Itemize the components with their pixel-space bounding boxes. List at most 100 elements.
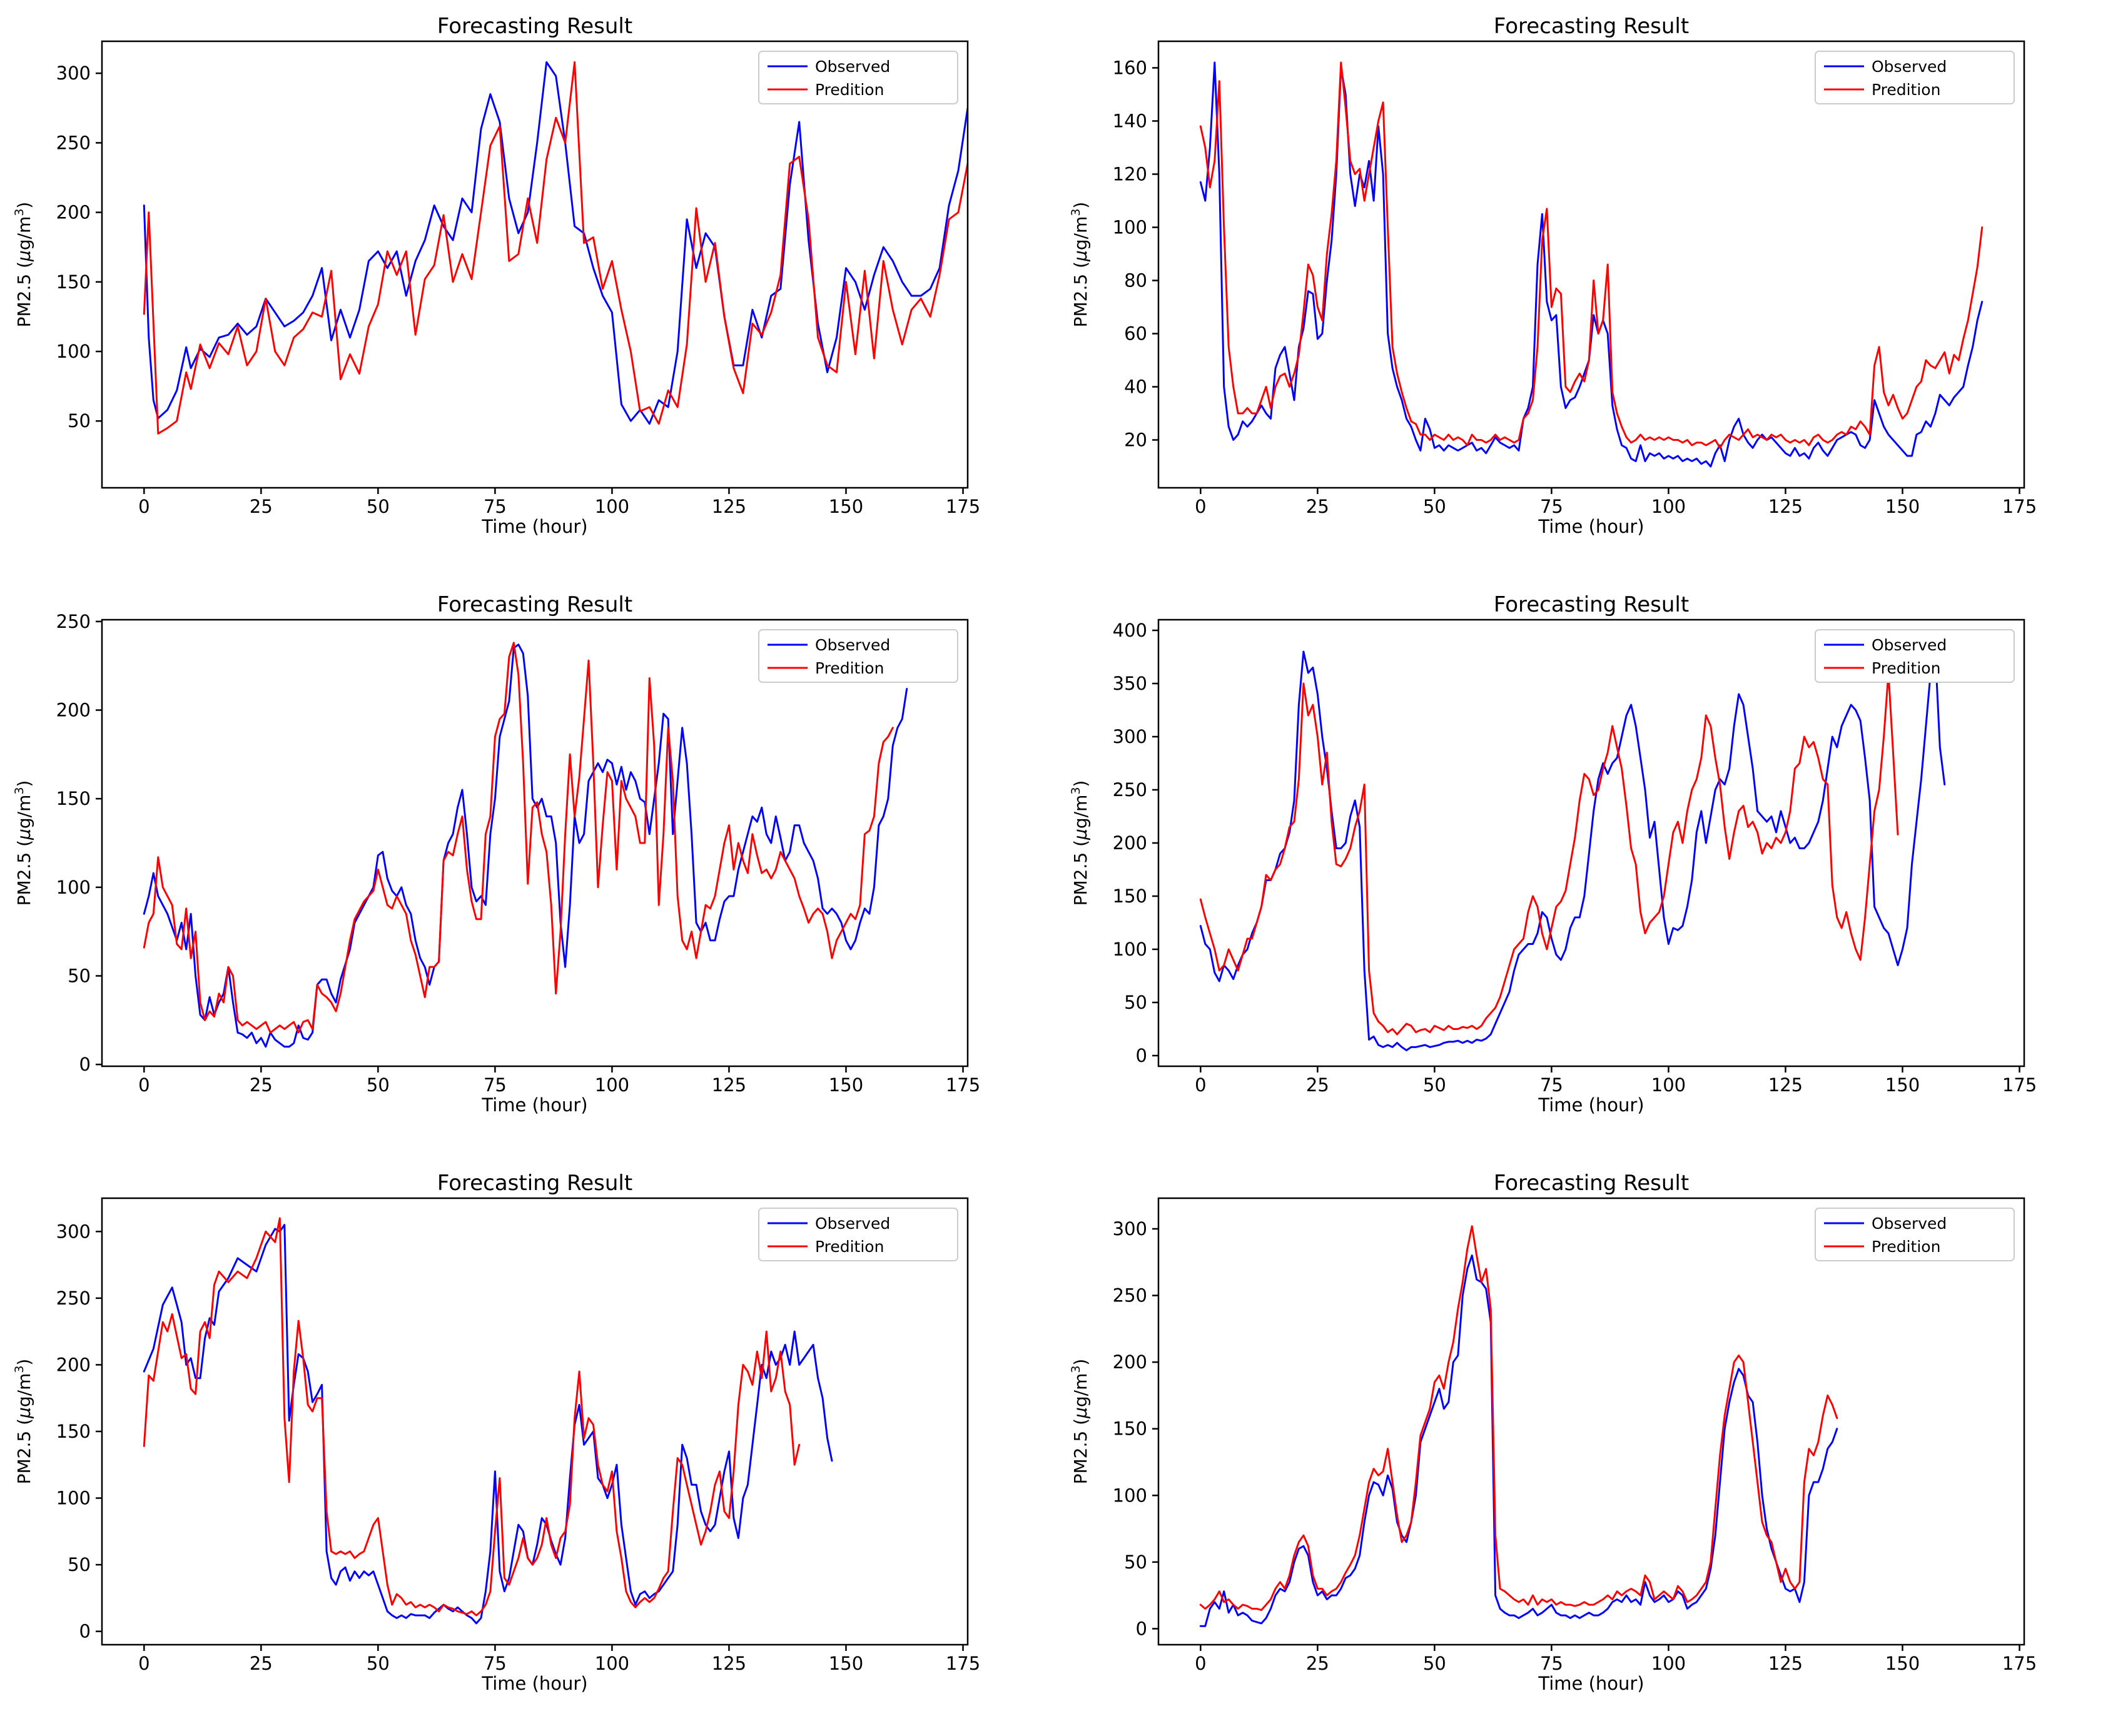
chart-2-ytick-label: 80 [1124, 270, 1147, 291]
chart-5-legend: Observed Predition [758, 1208, 958, 1261]
chart-1-legend-observed-label: Observed [815, 58, 890, 76]
chart-5-series-predition-line [143, 1217, 801, 1617]
chart-5-series-group [143, 1217, 833, 1625]
chart-6-series-observed-line [1199, 1254, 1838, 1627]
chart-5-ytick-label: 100 [56, 1488, 91, 1509]
chart-5-title: Forecasting Result [437, 1171, 632, 1196]
chart-4-xtick-label: 100 [1651, 1074, 1686, 1096]
chart-1-xtick-label: 150 [829, 496, 863, 517]
chart-4-xtick-label: 125 [1768, 1074, 1803, 1096]
chart-1-legend: Observed Predition [758, 51, 958, 104]
chart-1-ytick-label: 250 [56, 132, 91, 153]
chart-3-legend-box [758, 629, 958, 683]
chart-4-ytick-label: 50 [1124, 992, 1147, 1013]
chart-2-svg: Forecasting Result 0 25 50 75 100 125 150 175 20 4… [1069, 14, 2037, 537]
chart-1-ytick-label: 300 [56, 63, 91, 84]
chart-6-legend-box [1815, 1208, 2015, 1261]
chart-5-ylabel: PM2.5 (μg/m3) [13, 1359, 34, 1485]
chart-1-xtick-label: 0 [138, 496, 149, 517]
chart-4-ytick-label: 350 [1113, 673, 1147, 694]
chart-1-ytick-label: 200 [56, 202, 91, 223]
chart-3-xtick-label: 150 [829, 1074, 863, 1096]
chart-4-ylabel: PM2.5 (μg/m3) [1069, 780, 1091, 906]
chart-2-ylabel: PM2.5 (μg/m3) [1069, 202, 1091, 328]
chart-6-xtick-label: 100 [1651, 1653, 1686, 1674]
chart-4-ytick-label: 300 [1113, 726, 1147, 747]
chart-6-ytick-label: 150 [1113, 1418, 1147, 1440]
chart-6-ytick-label: 250 [1113, 1285, 1147, 1306]
chart-6-ylabel: PM2.5 (μg/m3) [1069, 1359, 1091, 1485]
chart-2-axes-frame [1157, 40, 2025, 489]
chart-3-ytick-label: 50 [68, 966, 91, 987]
chart-3-ytick-label: 200 [56, 700, 91, 721]
chart-4-ytick-label: 150 [1113, 886, 1147, 907]
chart-4-series-predition-line [1199, 672, 1899, 1036]
chart-6-svg: Forecasting Result 0 25 50 75 100 125 150 175 0 50… [1069, 1171, 2037, 1694]
chart-2-legend-predition-label: Predition [1872, 81, 1940, 99]
chart-3-series-group [143, 642, 908, 1048]
chart-4-ytick-label: 100 [1113, 939, 1147, 960]
chart-3-xtick-label: 75 [484, 1074, 507, 1096]
chart-3-ytick-label: 100 [56, 877, 91, 898]
chart-2-ytick-label: 60 [1124, 323, 1147, 345]
chart-2-xlabel: Time (hour) [1538, 516, 1644, 537]
chart-5-legend-box [758, 1208, 958, 1261]
chart-5-legend-predition-label: Predition [815, 1238, 884, 1256]
chart-4-xtick-label: 0 [1195, 1074, 1206, 1096]
chart-1-ytick-label: 50 [68, 410, 91, 431]
chart-3-xtick-label: 25 [250, 1074, 273, 1096]
chart-4-axes-frame [1157, 618, 2025, 1067]
chart-6-xtick-label: 0 [1195, 1653, 1206, 1674]
chart-2-series-predition-line [1199, 61, 1984, 449]
chart-4-series-group [1199, 650, 1946, 1051]
chart-2-ytick-label: 120 [1113, 164, 1147, 185]
chart-4-xtick-label: 150 [1885, 1074, 1920, 1096]
chart-4-xtick-label: 50 [1423, 1074, 1446, 1096]
chart-3-series-predition-line [143, 642, 894, 1034]
chart-6-series-group [1199, 1225, 1838, 1627]
chart-1-axes-frame [101, 40, 969, 489]
chart-3-xtick-label: 175 [946, 1074, 980, 1096]
chart-5-xtick-label: 125 [712, 1653, 746, 1674]
chart-2-ytick-label: 40 [1124, 376, 1147, 398]
chart-1-title: Forecasting Result [437, 14, 632, 39]
chart-4-ytick-label: 0 [1136, 1045, 1147, 1066]
chart-3-legend: Observed Predition [758, 629, 958, 683]
chart-4-xtick-label: 75 [1540, 1074, 1563, 1096]
chart-2-legend: Observed Predition [1815, 51, 2015, 104]
chart-5-xtick-label: 0 [138, 1653, 149, 1674]
chart-panel-6: Forecasting Result 0 25 50 75 100 125 150 175 0 50… [1056, 1157, 2113, 1735]
chart-6-ytick-label: 50 [1124, 1552, 1147, 1573]
chart-4-legend: Observed Predition [1815, 629, 2015, 683]
chart-3-axes-frame [101, 618, 969, 1067]
chart-1-ylabel: PM2.5 (μg/m3) [13, 202, 34, 328]
chart-2-ytick-label: 140 [1113, 111, 1147, 132]
chart-6-legend: Observed Predition [1815, 1208, 2015, 1261]
chart-panel-5: Forecasting Result 0 25 50 75 100 125 150 175 0 50… [0, 1157, 1056, 1735]
chart-1-xtick-label: 175 [946, 496, 980, 517]
chart-6-xlabel: Time (hour) [1538, 1673, 1644, 1694]
chart-5-ytick-label: 150 [56, 1421, 91, 1442]
chart-6-ytick-label: 200 [1113, 1351, 1147, 1373]
chart-2-xtick-label: 50 [1423, 496, 1446, 517]
chart-2-legend-box [1815, 51, 2015, 104]
chart-1-xtick-label: 125 [712, 496, 746, 517]
chart-4-xlabel: Time (hour) [1538, 1094, 1644, 1116]
chart-1-svg: Forecasting Result 0 25 50 75 100 125 150 175 50 1… [13, 14, 980, 537]
chart-6-xtick-label: 25 [1306, 1653, 1329, 1674]
chart-4-ytick-label: 200 [1113, 832, 1147, 854]
chart-3-xtick-label: 125 [712, 1074, 746, 1096]
chart-1-xtick-label: 50 [367, 496, 390, 517]
chart-5-ytick-label: 0 [79, 1621, 91, 1642]
chart-3-ytick-label: 150 [56, 788, 91, 809]
chart-6-title: Forecasting Result [1494, 1171, 1689, 1196]
chart-2-xtick-label: 75 [1540, 496, 1563, 517]
chart-2-xtick-label: 150 [1885, 496, 1920, 517]
chart-4-legend-box [1815, 629, 2015, 683]
chart-4-ytick-label: 400 [1113, 620, 1147, 641]
chart-1-ytick-label: 150 [56, 271, 91, 293]
chart-2-xtick-label: 175 [2002, 496, 2037, 517]
chart-2-ytick-label: 160 [1113, 58, 1147, 79]
chart-5-svg: Forecasting Result 0 25 50 75 100 125 150 175 0 50… [13, 1171, 980, 1694]
